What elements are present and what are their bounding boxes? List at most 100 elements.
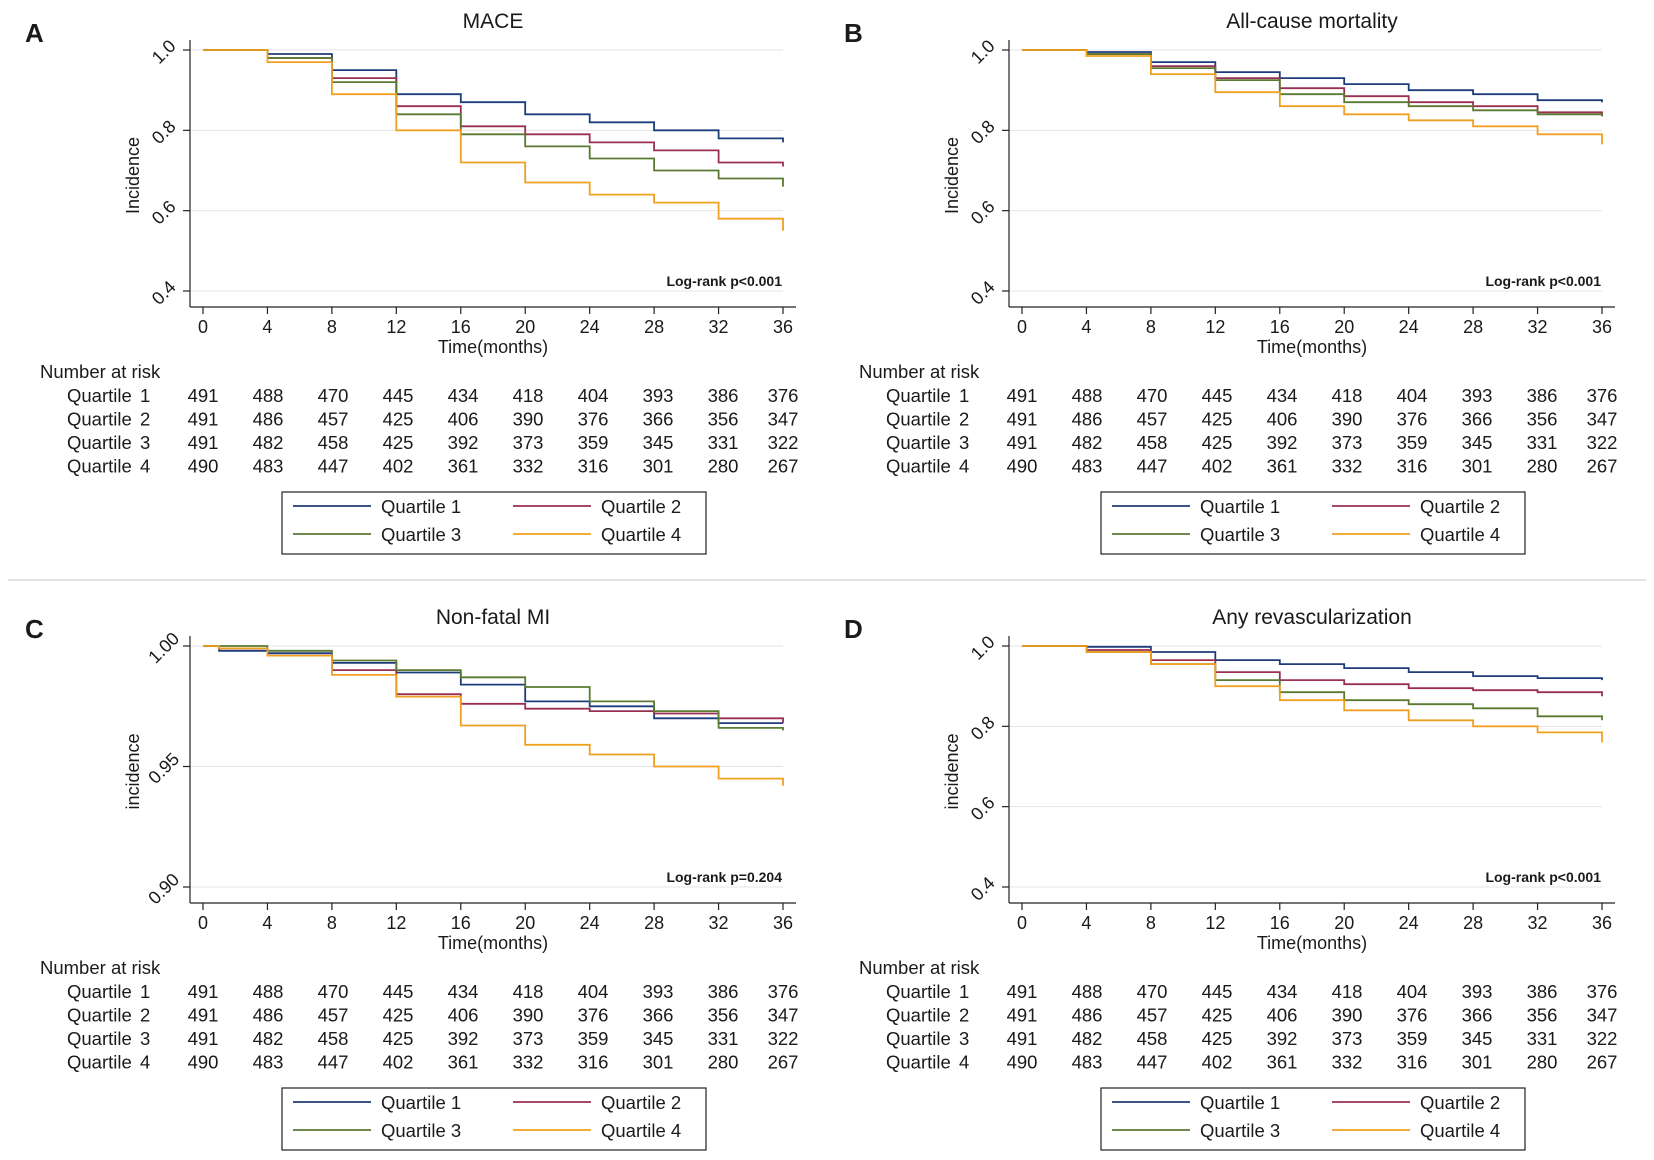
- risk-count: 359: [1397, 432, 1428, 453]
- x-tick-label: 20: [1334, 317, 1354, 337]
- risk-count: 356: [708, 409, 739, 430]
- legend-box: [1100, 491, 1526, 555]
- risk-count: 447: [318, 1052, 349, 1073]
- risk-row-label: Quartile: [67, 432, 132, 453]
- risk-count: 425: [383, 1005, 414, 1026]
- x-axis-title: Time(months): [1257, 933, 1367, 953]
- x-tick-label: 28: [1463, 317, 1483, 337]
- risk-count: 392: [1267, 1028, 1298, 1049]
- y-tick-label: 0.6: [967, 793, 999, 825]
- risk-row-label: Quartile: [67, 409, 132, 430]
- x-tick-label: 36: [1592, 317, 1612, 337]
- km-curve-quartile-3: [1022, 645, 1603, 721]
- risk-row-number: 4: [140, 456, 150, 477]
- x-tick-label: 12: [386, 317, 406, 337]
- x-tick-label: 24: [1399, 317, 1419, 337]
- x-tick-label: 24: [1399, 913, 1419, 933]
- risk-count: 267: [1587, 456, 1618, 477]
- km-curve-quartile-4: [203, 49, 784, 231]
- legend-label: Quartile 1: [381, 496, 461, 517]
- risk-count: 402: [383, 456, 414, 477]
- risk-count: 447: [318, 456, 349, 477]
- panel-letter: A: [25, 18, 44, 48]
- y-tick-label: 0.95: [144, 749, 183, 788]
- risk-count: 373: [1332, 1028, 1363, 1049]
- risk-count: 280: [708, 1052, 739, 1073]
- legend-label: Quartile 3: [381, 1120, 461, 1141]
- risk-count: 404: [578, 981, 609, 1002]
- risk-count: 404: [1397, 385, 1428, 406]
- risk-row-label: Quartile: [886, 409, 951, 430]
- risk-count: 425: [383, 432, 414, 453]
- km-curve-quartile-1: [1022, 49, 1603, 103]
- x-tick-label: 8: [327, 317, 337, 337]
- risk-count: 345: [1462, 1028, 1493, 1049]
- chart-title: All-cause mortality: [1226, 10, 1398, 33]
- risk-count: 491: [1007, 409, 1038, 430]
- risk-count: 366: [643, 1005, 674, 1026]
- legend-box: [281, 491, 707, 555]
- risk-count: 406: [448, 409, 479, 430]
- x-tick-label: 32: [709, 317, 729, 337]
- risk-count: 301: [643, 456, 674, 477]
- risk-row-label: Quartile: [67, 981, 132, 1002]
- risk-count: 483: [253, 1052, 284, 1073]
- x-tick-label: 0: [1017, 913, 1027, 933]
- x-tick-label: 12: [386, 913, 406, 933]
- risk-count: 418: [1332, 981, 1363, 1002]
- x-tick-label: 20: [515, 317, 535, 337]
- risk-count: 491: [188, 1005, 219, 1026]
- risk-count: 425: [383, 1028, 414, 1049]
- risk-count: 390: [513, 1005, 544, 1026]
- y-tick-label: 0.90: [144, 869, 183, 908]
- chart-title: MACE: [463, 10, 524, 33]
- risk-count: 366: [643, 409, 674, 430]
- x-tick-label: 16: [451, 317, 471, 337]
- risk-count: 267: [768, 456, 799, 477]
- risk-count: 376: [1587, 981, 1618, 1002]
- y-tick-label: 0.8: [967, 116, 999, 148]
- risk-count: 488: [1072, 385, 1103, 406]
- risk-count: 376: [768, 385, 799, 406]
- panel-letter: B: [844, 18, 863, 48]
- risk-count: 486: [253, 409, 284, 430]
- risk-count: 458: [318, 1028, 349, 1049]
- km-curve-quartile-3: [203, 49, 784, 187]
- risk-count: 359: [1397, 1028, 1428, 1049]
- risk-count: 386: [1527, 385, 1558, 406]
- chart-title: Any revascularization: [1212, 606, 1412, 629]
- risk-count: 331: [708, 1028, 739, 1049]
- risk-table-header: Number at risk: [40, 957, 161, 978]
- risk-count: 376: [1397, 1005, 1428, 1026]
- legend: Quartile 1 Quartile 2 Quartile 3 Quartile 4: [1100, 1087, 1526, 1151]
- risk-count: 356: [1527, 409, 1558, 430]
- risk-count: 356: [1527, 1005, 1558, 1026]
- risk-row-number: 2: [140, 409, 150, 430]
- risk-row-number: 3: [140, 1028, 150, 1049]
- y-tick-label: 0.6: [967, 197, 999, 229]
- risk-count: 491: [1007, 981, 1038, 1002]
- risk-count: 490: [188, 1052, 219, 1073]
- legend-label: Quartile 2: [601, 1092, 681, 1113]
- risk-count: 491: [188, 432, 219, 453]
- risk-count: 376: [578, 409, 609, 430]
- risk-count: 331: [708, 432, 739, 453]
- risk-count: 425: [1202, 1005, 1233, 1026]
- risk-count: 406: [448, 1005, 479, 1026]
- x-tick-label: 12: [1205, 913, 1225, 933]
- risk-row-label: Quartile: [67, 385, 132, 406]
- legend-label: Quartile 4: [1420, 1120, 1500, 1141]
- risk-count: 386: [1527, 981, 1558, 1002]
- risk-count: 404: [1397, 981, 1428, 1002]
- km-curve-quartile-3: [1022, 49, 1603, 117]
- x-tick-label: 20: [1334, 913, 1354, 933]
- risk-count: 491: [1007, 1028, 1038, 1049]
- risk-count: 470: [318, 385, 349, 406]
- risk-count: 393: [643, 385, 674, 406]
- risk-row-number: 4: [959, 456, 969, 477]
- risk-count: 482: [1072, 1028, 1103, 1049]
- legend-box: [281, 1087, 707, 1151]
- risk-count: 434: [1267, 981, 1298, 1002]
